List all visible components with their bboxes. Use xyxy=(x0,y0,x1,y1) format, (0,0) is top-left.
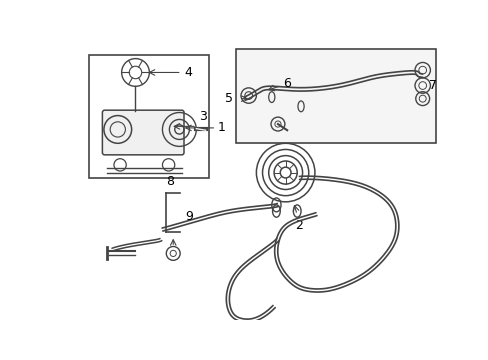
Text: 4: 4 xyxy=(183,66,191,79)
Text: 7: 7 xyxy=(428,79,436,92)
Text: 9: 9 xyxy=(185,210,193,223)
Bar xyxy=(89,55,208,178)
FancyBboxPatch shape xyxy=(102,110,183,155)
Text: 1: 1 xyxy=(218,121,225,134)
Text: 2: 2 xyxy=(295,219,303,232)
Text: 3: 3 xyxy=(198,110,206,123)
Text: 5: 5 xyxy=(225,92,233,105)
Bar xyxy=(235,49,435,143)
Text: 8: 8 xyxy=(166,175,174,188)
Text: 6: 6 xyxy=(283,77,291,90)
